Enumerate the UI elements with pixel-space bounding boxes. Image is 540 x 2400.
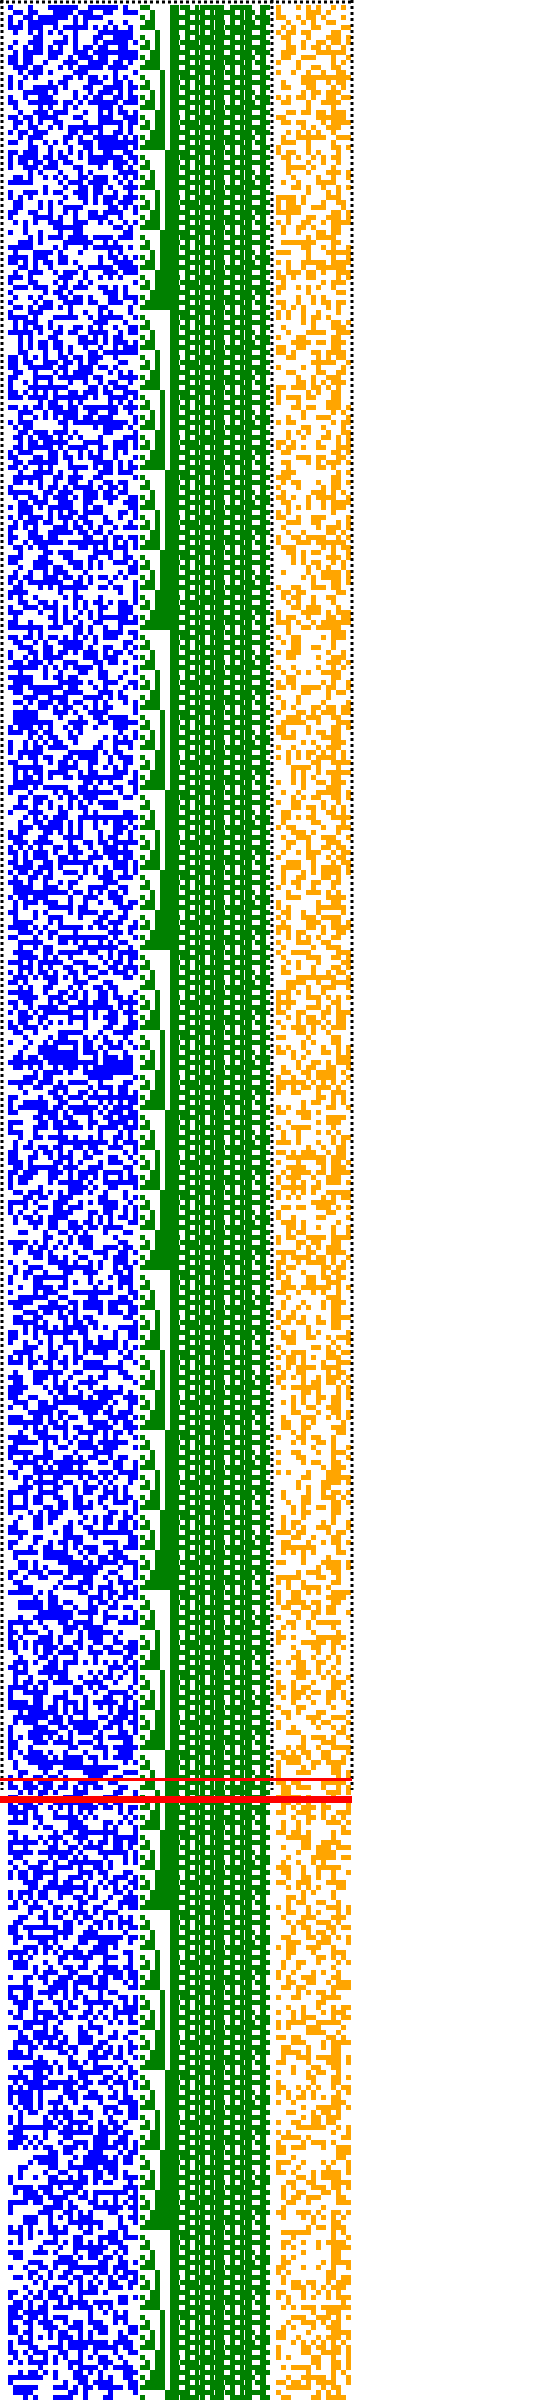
red-highlight-band (0, 1778, 352, 1803)
orange-noise-panel (276, 5, 351, 2400)
dotted-border-frame (0, 0, 354, 1790)
highlight-line-2 (0, 1796, 352, 1803)
highlight-line-1 (0, 1778, 352, 1781)
orange-cells (276, 5, 351, 2400)
